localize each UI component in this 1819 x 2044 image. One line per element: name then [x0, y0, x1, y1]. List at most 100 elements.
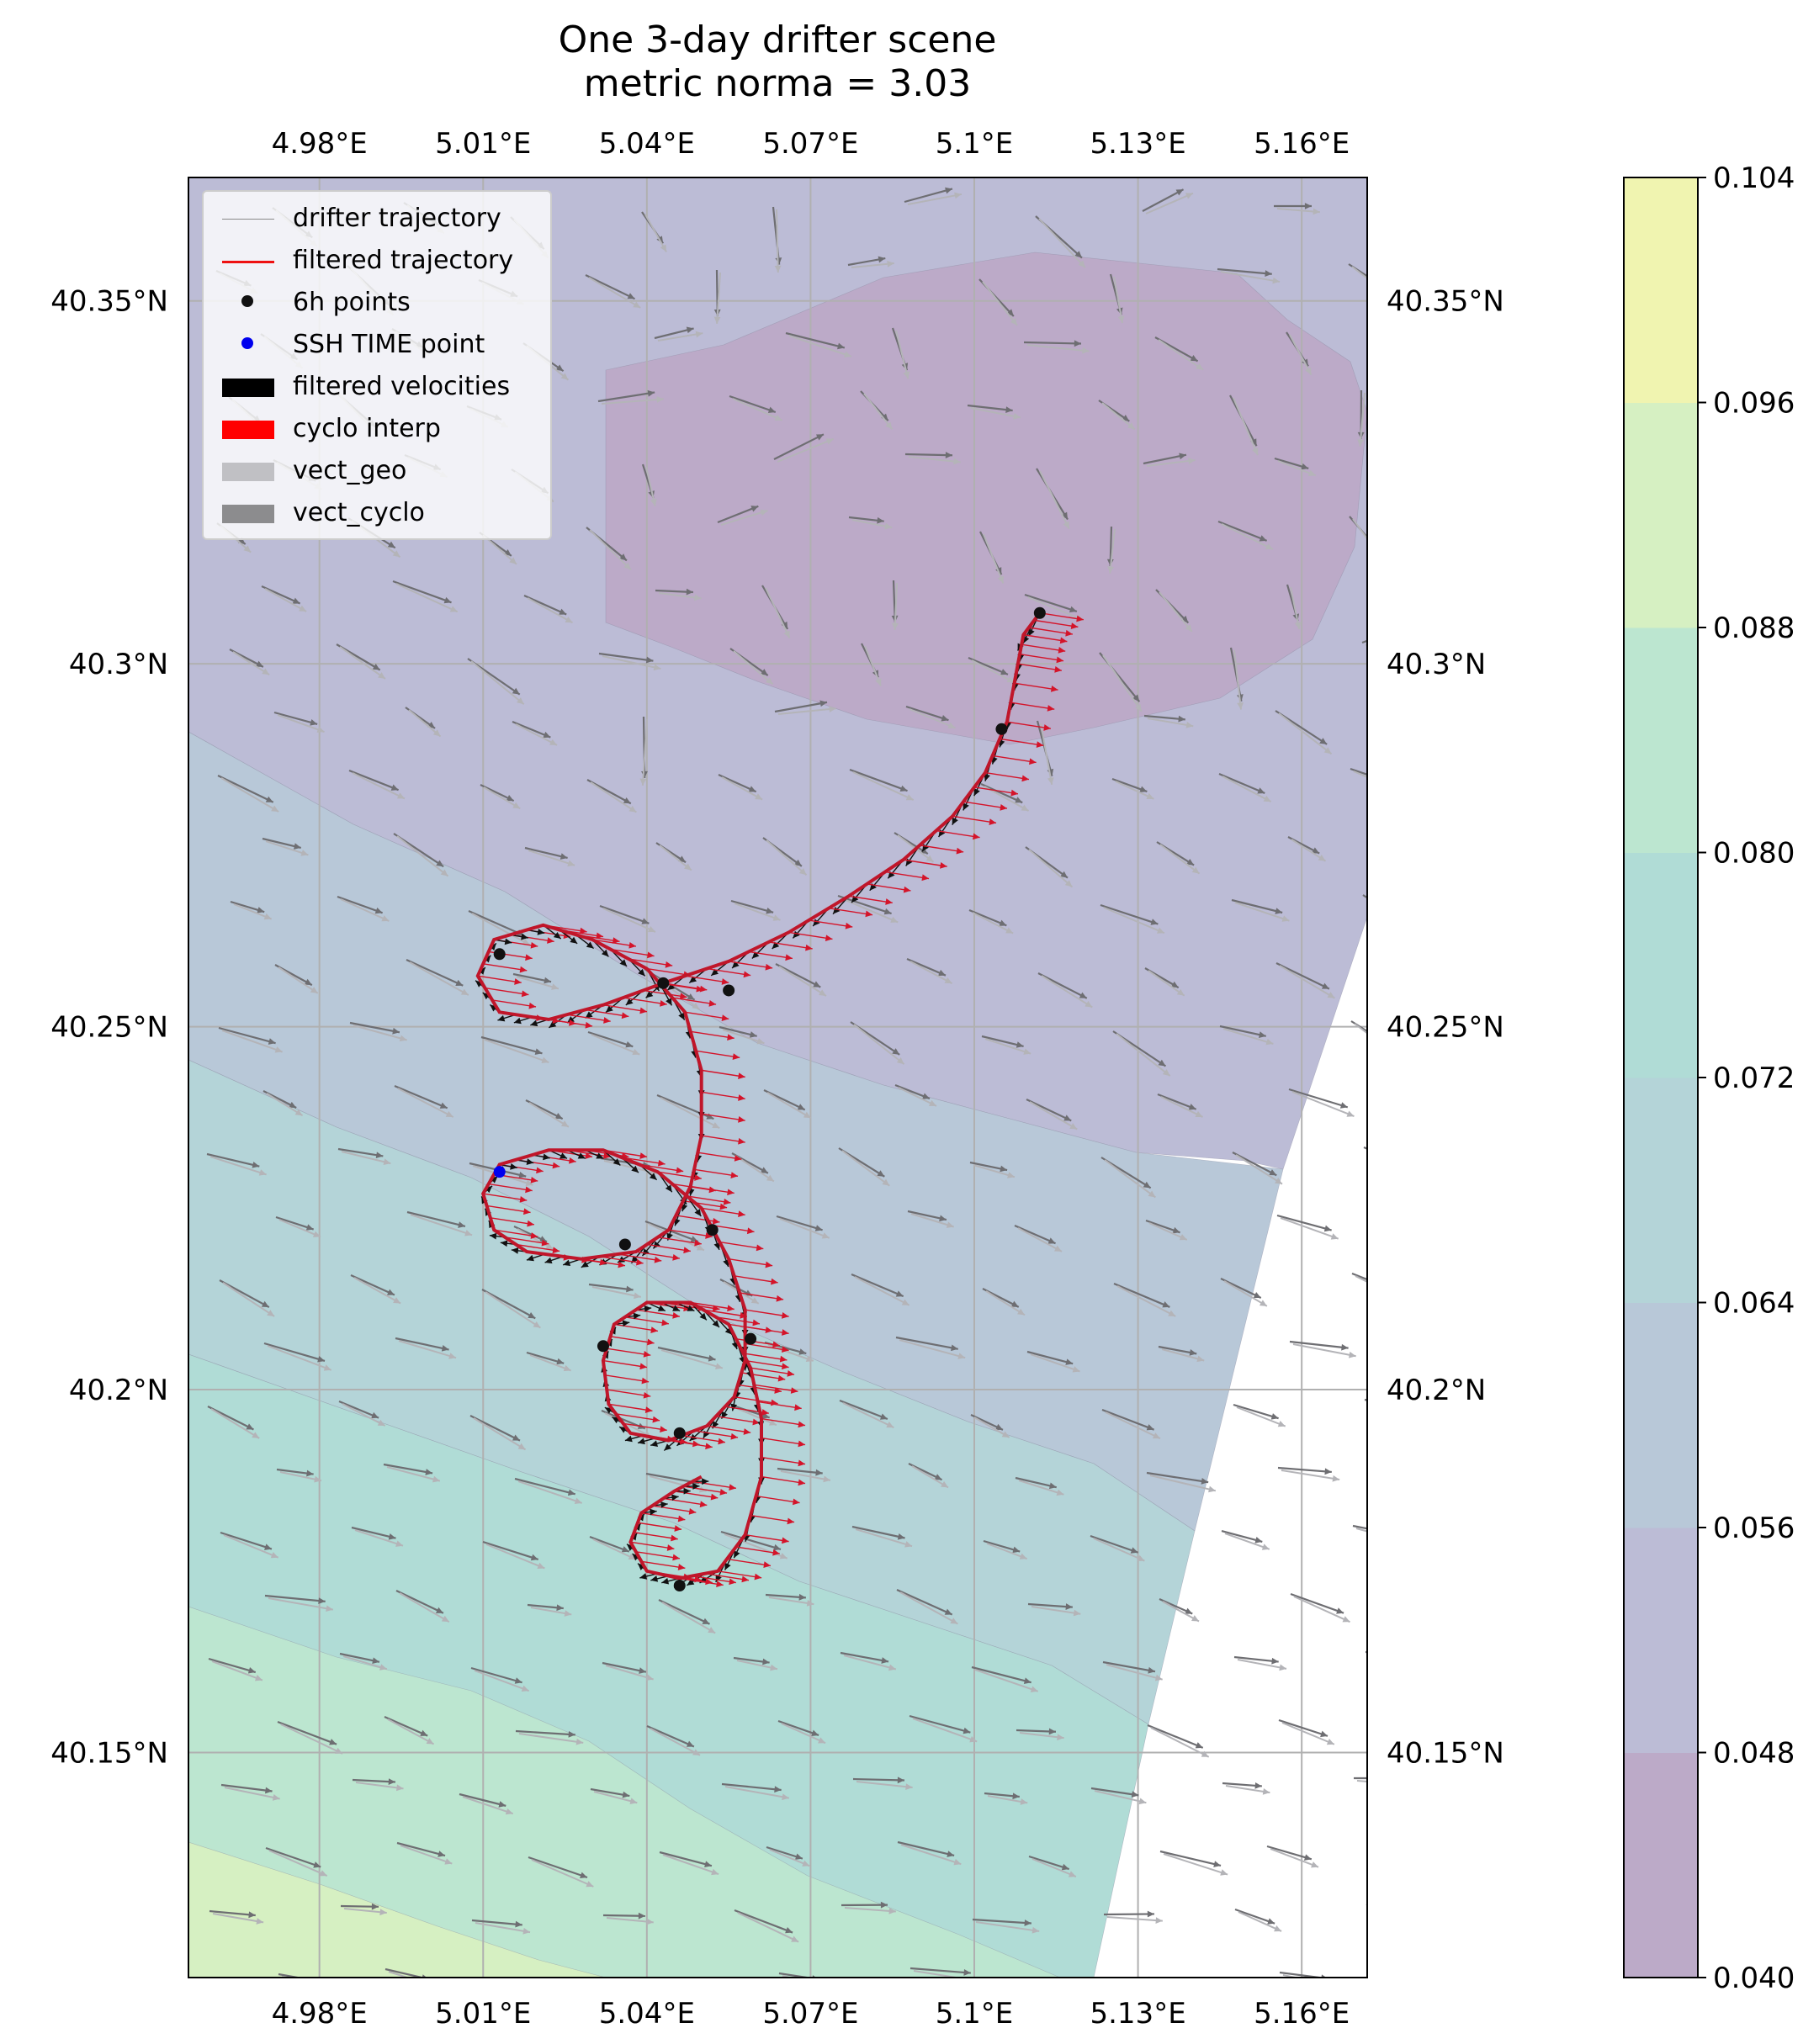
vect-geo-arrow-head: [243, 545, 252, 553]
vect-geo-arrow: [721, 776, 763, 801]
cyclo-interp-arrow: [745, 1359, 789, 1369]
cyclo-interp-arrow-head: [779, 1355, 788, 1363]
vect-cyclo-arrow-head: [785, 1926, 793, 1934]
cyclo-interp-arrow: [488, 1183, 533, 1192]
vect-cyclo-arrow-head: [580, 1872, 588, 1879]
vect-geo-arrow: [278, 1219, 321, 1238]
vect-cyclo-arrow: [392, 580, 452, 604]
vect-geo-arrow-head: [379, 1664, 387, 1671]
vect-geo-arrow-head: [575, 1738, 584, 1745]
cyclo-interp-arrow-head: [708, 1186, 717, 1194]
vect-cyclo-arrow-head: [1321, 982, 1329, 989]
cyclo-interp-arrow: [884, 871, 930, 880]
vect-cyclo-arrow: [1397, 1337, 1439, 1343]
vect-geo-arrow: [1224, 1533, 1270, 1550]
legend-label: cyclo interp: [293, 414, 441, 443]
vect-geo-arrow: [1293, 1596, 1350, 1623]
vect-geo-arrow: [657, 332, 703, 342]
filtered-velocity-arrow-head: [530, 1019, 538, 1027]
cyclo-interp-arrow: [646, 967, 691, 977]
filtered-velocity-arrow-head: [653, 1241, 660, 1249]
vect-geo-arrow: [531, 1859, 594, 1888]
vect-cyclo-arrow-head: [554, 1113, 563, 1120]
vect-geo-arrow-head: [1357, 439, 1365, 447]
vect-geo-arrow: [894, 582, 898, 630]
vect-geo-arrow-head: [1252, 447, 1259, 456]
vect-cyclo-arrow-head: [1188, 1104, 1196, 1110]
vect-geo-arrow: [910, 1213, 954, 1228]
vect-geo-arrow-head: [823, 1475, 831, 1483]
vect-cyclo-arrow: [1017, 1983, 1053, 1993]
cyclo-interp-arrow-head: [727, 1034, 734, 1041]
vect-geo-arrow-head: [1185, 624, 1192, 633]
vect-cyclo-arrow-head: [1448, 1215, 1456, 1221]
vect-geo-arrow: [766, 839, 808, 876]
vect-cyclo-arrow: [351, 1526, 396, 1539]
vect-geo-arrow: [735, 1407, 777, 1427]
vect-geo-arrow-head: [791, 1935, 799, 1942]
vect-geo-arrow-head: [1438, 1102, 1445, 1108]
vect-geo-arrow-head: [634, 1292, 641, 1300]
chart-title-block: One 3-day drifter scene metric norma = 3…: [188, 19, 1366, 106]
cyclo-interp-arrow-head: [741, 1575, 750, 1583]
vect-cyclo-arrow: [599, 904, 650, 924]
cyclo-interp-arrow-head: [679, 993, 687, 1000]
vect-geo-arrow-head: [1196, 363, 1204, 370]
vect-geo-arrow: [1278, 712, 1333, 755]
vect-geo-arrow-head: [632, 1048, 640, 1056]
vect-cyclo-arrow-head: [374, 907, 383, 914]
cyclo-interp-arrow: [984, 771, 1030, 781]
vect-geo-arrow-head: [692, 1002, 700, 1009]
vect-geo-arrow-head: [1053, 1994, 1060, 2000]
vect-cyclo-arrow: [1028, 1855, 1070, 1871]
legend: drifter trajectory filtered trajectory 6h …: [202, 190, 552, 540]
vect-cyclo-arrow-head: [543, 731, 551, 739]
cyclo-interp-arrow-head: [1076, 615, 1084, 622]
vect-cyclo-arrow: [852, 1777, 905, 1782]
vect-cyclo-arrow-head: [1258, 1031, 1266, 1038]
vect-geo-arrow: [209, 1156, 267, 1176]
cyclo-interp-arrow: [745, 1533, 789, 1543]
vect-geo-arrow-head: [441, 1615, 449, 1623]
legend-entry: drifter trajectory: [204, 202, 549, 236]
vect-cyclo-arrow: [734, 1909, 793, 1934]
filtered-velocity-arrow-head: [650, 1508, 657, 1516]
vect-cyclo-arrow: [337, 1147, 384, 1157]
vect-geo-arrow: [851, 262, 894, 268]
vect-geo-arrow-head: [648, 926, 656, 933]
vect-cyclo-arrow-head: [1172, 1226, 1180, 1234]
y-tick-label-left: 40.2°N: [69, 1374, 168, 1407]
cyclo-interp-arrow-head: [798, 1440, 806, 1448]
vect-cyclo-arrow: [396, 1841, 446, 1857]
cyclo-interp-arrow-head: [665, 961, 673, 968]
vect-cyclo-arrow-head: [1324, 1468, 1332, 1475]
vect-geo-arrow: [908, 456, 961, 463]
vect-geo-arrow-head: [1056, 1489, 1064, 1496]
vect-geo-arrow-head: [1401, 1166, 1408, 1172]
vect-geo-arrow: [1276, 208, 1320, 214]
vect-geo-arrow-head: [252, 1432, 260, 1438]
cyclo-interp-arrow: [710, 1224, 755, 1233]
vect-cyclo-arrow-head: [544, 977, 552, 984]
vect-cyclo-arrow-head: [797, 1104, 805, 1110]
cyclo-interp-arrow: [607, 1348, 651, 1356]
cyclo-interp-arrow: [624, 1316, 669, 1325]
cyclo-interp-arrow-head: [621, 1012, 629, 1019]
vect-geo-arrow: [1234, 902, 1290, 922]
vect-geo-arrow-head: [1294, 622, 1302, 629]
vect-cyclo-arrow-head: [641, 918, 650, 924]
cyclo-interp-arrow-head: [708, 999, 717, 1007]
vect-geo-arrow-head: [901, 1299, 910, 1305]
vect-geo-arrow: [1402, 1844, 1443, 1856]
colorbar-tick-label: 0.080: [1713, 837, 1795, 871]
vect-geo-arrow-head: [646, 1918, 654, 1925]
vect-cyclo-arrow-head: [899, 785, 908, 792]
vect-geo-arrow: [1017, 1227, 1063, 1252]
vect-geo-arrow: [1399, 1087, 1445, 1108]
cyclo-interp-arrow-head: [677, 1564, 686, 1570]
vect-geo-arrow: [528, 1102, 570, 1128]
legend-entry: cyclo interp: [204, 412, 549, 446]
vect-cyclo-arrow: [1407, 706, 1432, 752]
x-tick-label-top: 5.07°E: [762, 127, 858, 161]
vect-cyclo-arrow: [337, 895, 384, 914]
